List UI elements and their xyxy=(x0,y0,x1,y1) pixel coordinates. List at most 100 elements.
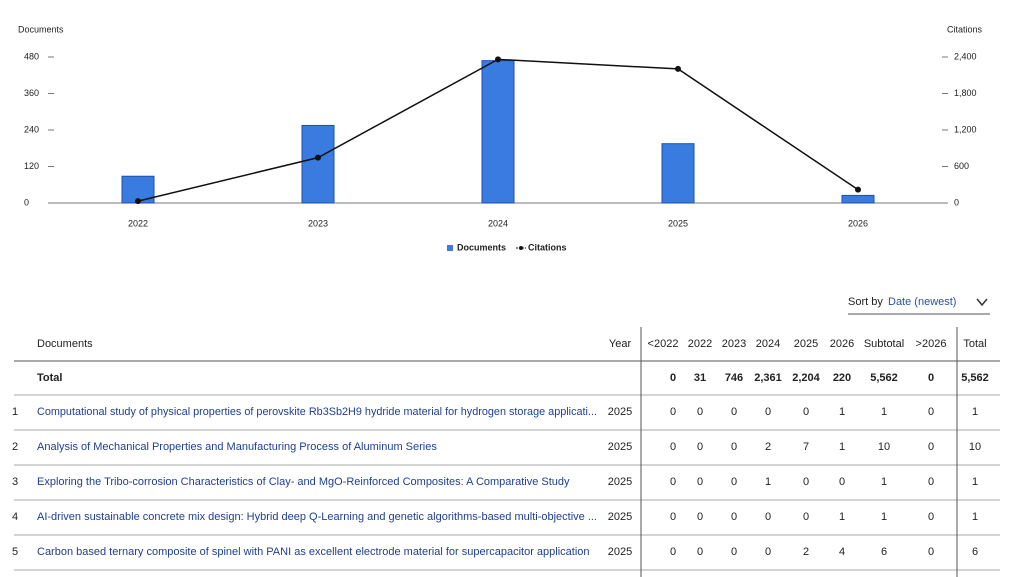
row-year: 2025 xyxy=(608,546,632,558)
legend-swatch xyxy=(519,246,524,250)
document-title[interactable]: Carbon based ternary composite of spinel… xyxy=(37,546,590,558)
total-cell: 0 xyxy=(670,372,676,384)
row-cell: 0 xyxy=(697,511,703,523)
y2-tick-label: 1,200 xyxy=(954,124,977,134)
row-cell: 6 xyxy=(972,546,978,558)
row-cell: 0 xyxy=(731,441,737,453)
y-tick-label: 240 xyxy=(24,124,39,134)
total-cell: 220 xyxy=(833,372,851,384)
row-cell: 0 xyxy=(670,476,676,488)
document-title[interactable]: Computational study of physical properti… xyxy=(37,406,597,418)
row-cell: 0 xyxy=(765,406,771,418)
row-cell: 0 xyxy=(803,406,809,418)
row-cell: 0 xyxy=(765,511,771,523)
row-year: 2025 xyxy=(608,511,632,523)
bar xyxy=(661,143,695,204)
row-cell: 2 xyxy=(803,546,809,558)
line-point xyxy=(675,65,681,72)
column-header: 2024 xyxy=(756,338,780,350)
y2-axis-label: Citations xyxy=(947,24,983,34)
x-tick-label: 2026 xyxy=(848,218,868,228)
y-axis-label: Documents xyxy=(18,24,64,34)
row-year: 2025 xyxy=(608,406,632,418)
row-cell: 7 xyxy=(803,441,809,453)
row-cell: 0 xyxy=(697,441,703,453)
total-cell: 5,562 xyxy=(961,372,989,384)
total-cell: 2,204 xyxy=(792,372,820,384)
row-cell: 0 xyxy=(670,406,676,418)
line-point xyxy=(495,56,501,63)
row-cell: 0 xyxy=(697,546,703,558)
column-header: Documents xyxy=(37,338,93,350)
sort-label: Sort by xyxy=(848,296,883,308)
dropdown-chevron[interactable] xyxy=(976,298,988,307)
y-tick-label: 480 xyxy=(24,51,39,61)
row-cell: 1 xyxy=(765,476,771,488)
row-year: 2025 xyxy=(608,476,632,488)
row-cell: 0 xyxy=(928,476,934,488)
row-rank: 5 xyxy=(12,546,18,558)
total-cell: 746 xyxy=(725,372,743,384)
row-cell: 2 xyxy=(765,441,771,453)
row-year: 2025 xyxy=(608,441,632,453)
row-cell: 0 xyxy=(697,406,703,418)
row-rank: 1 xyxy=(12,406,18,418)
y-tick-label: 360 xyxy=(24,88,39,98)
row-rank: 4 xyxy=(12,511,18,523)
row-cell: 1 xyxy=(839,406,845,418)
x-tick-label: 2025 xyxy=(668,218,688,228)
column-header: Subtotal xyxy=(864,338,904,350)
sort-dropdown[interactable]: Date (newest) xyxy=(888,296,956,308)
row-cell: 0 xyxy=(928,546,934,558)
row-cell: 6 xyxy=(881,546,887,558)
column-header: 2025 xyxy=(794,338,818,350)
column-header: <2022 xyxy=(648,338,679,350)
row-cell: 0 xyxy=(765,546,771,558)
total-cell: 5,562 xyxy=(870,372,898,384)
row-cell: 4 xyxy=(839,546,845,558)
y-tick-label: 0 xyxy=(24,197,29,207)
row-cell: 0 xyxy=(670,546,676,558)
legend-swatch xyxy=(447,245,453,251)
row-cell: 0 xyxy=(803,511,809,523)
total-label: Total xyxy=(37,372,62,384)
x-tick-label: 2024 xyxy=(488,218,508,228)
column-header: 2022 xyxy=(688,338,712,350)
row-rank: 3 xyxy=(12,476,18,488)
row-cell: 0 xyxy=(839,476,845,488)
line-point xyxy=(855,186,861,193)
row-cell: 0 xyxy=(803,476,809,488)
legend-label: Citations xyxy=(528,242,567,252)
row-cell: 1 xyxy=(881,476,887,488)
line-point xyxy=(135,198,141,205)
legend-label: Documents xyxy=(457,242,506,252)
bar xyxy=(481,60,515,204)
document-title[interactable]: Analysis of Mechanical Properties and Ma… xyxy=(37,441,437,453)
row-cell: 0 xyxy=(697,476,703,488)
bar xyxy=(841,194,875,204)
y2-tick-label: 1,800 xyxy=(954,88,977,98)
x-tick-label: 2022 xyxy=(128,218,148,228)
column-header: 2026 xyxy=(830,338,854,350)
y2-tick-label: 0 xyxy=(954,197,959,207)
row-cell: 0 xyxy=(731,406,737,418)
document-title[interactable]: AI-driven sustainable concrete mix desig… xyxy=(37,511,597,523)
row-cell: 10 xyxy=(878,441,890,453)
total-cell: 0 xyxy=(928,372,934,384)
y-tick-label: 120 xyxy=(24,161,39,171)
row-cell: 0 xyxy=(928,406,934,418)
row-cell: 1 xyxy=(972,476,978,488)
column-header: 2023 xyxy=(722,338,746,350)
row-cell: 1 xyxy=(839,441,845,453)
row-rank: 2 xyxy=(12,441,18,453)
column-header: >2026 xyxy=(916,338,947,350)
row-cell: 0 xyxy=(731,546,737,558)
row-cell: 0 xyxy=(928,511,934,523)
document-title[interactable]: Exploring the Tribo-corrosion Characteri… xyxy=(37,476,570,488)
row-cell: 1 xyxy=(972,406,978,418)
row-cell: 1 xyxy=(839,511,845,523)
row-cell: 0 xyxy=(731,511,737,523)
x-tick-label: 2023 xyxy=(308,218,328,228)
row-cell: 1 xyxy=(881,406,887,418)
